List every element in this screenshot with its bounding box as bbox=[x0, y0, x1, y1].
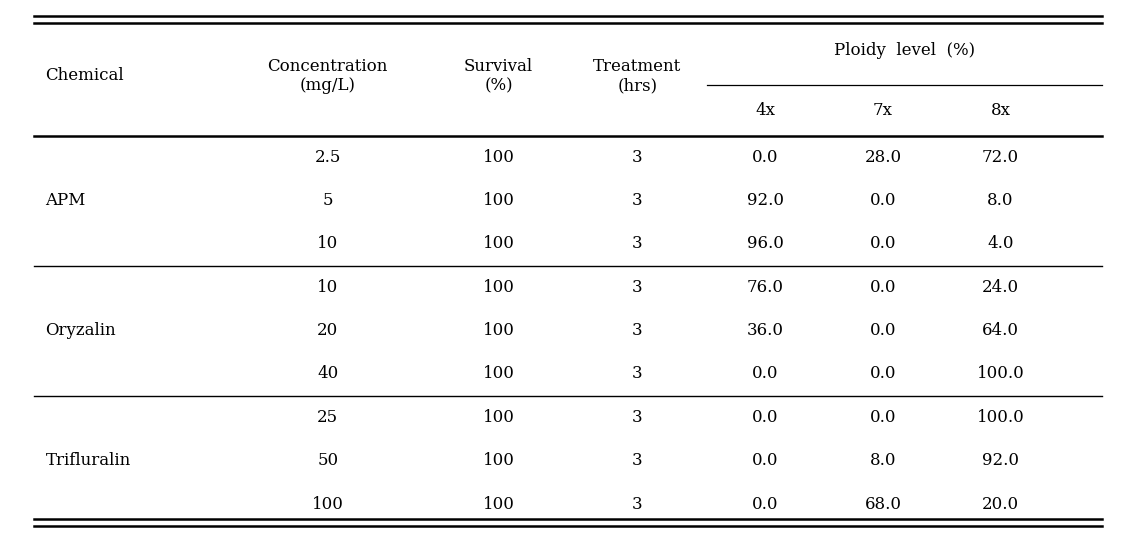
Text: 100.0: 100.0 bbox=[977, 365, 1025, 383]
Text: 50: 50 bbox=[317, 452, 339, 469]
Text: 28.0: 28.0 bbox=[864, 149, 902, 166]
Text: Survival
(%): Survival (%) bbox=[463, 57, 533, 94]
Text: Chemical: Chemical bbox=[45, 67, 124, 85]
Text: 8.0: 8.0 bbox=[870, 452, 896, 469]
Text: Treatment
(hrs): Treatment (hrs) bbox=[593, 57, 682, 94]
Text: 100: 100 bbox=[483, 235, 515, 253]
Text: 100: 100 bbox=[483, 322, 515, 339]
Text: 3: 3 bbox=[632, 235, 643, 253]
Text: 3: 3 bbox=[632, 452, 643, 469]
Text: 24.0: 24.0 bbox=[982, 279, 1019, 296]
Text: 100: 100 bbox=[483, 279, 515, 296]
Text: 5: 5 bbox=[323, 192, 333, 209]
Text: 92.0: 92.0 bbox=[747, 192, 784, 209]
Text: 0.0: 0.0 bbox=[870, 409, 896, 426]
Text: 0.0: 0.0 bbox=[752, 495, 779, 513]
Text: 36.0: 36.0 bbox=[747, 322, 784, 339]
Text: 100: 100 bbox=[483, 409, 515, 426]
Text: Concentration
(mg/L): Concentration (mg/L) bbox=[268, 57, 387, 94]
Text: 2.5: 2.5 bbox=[315, 149, 341, 166]
Text: 3: 3 bbox=[632, 365, 643, 383]
Text: 0.0: 0.0 bbox=[752, 452, 779, 469]
Text: 72.0: 72.0 bbox=[982, 149, 1019, 166]
Text: 92.0: 92.0 bbox=[982, 452, 1019, 469]
Text: 7x: 7x bbox=[872, 102, 893, 119]
Text: 10: 10 bbox=[317, 235, 339, 253]
Text: 20: 20 bbox=[317, 322, 339, 339]
Text: 64.0: 64.0 bbox=[982, 322, 1019, 339]
Text: 3: 3 bbox=[632, 495, 643, 513]
Text: 100: 100 bbox=[483, 452, 515, 469]
Text: 10: 10 bbox=[317, 279, 339, 296]
Text: Ploidy  level  (%): Ploidy level (%) bbox=[834, 42, 975, 59]
Text: 0.0: 0.0 bbox=[870, 235, 896, 253]
Text: 68.0: 68.0 bbox=[864, 495, 902, 513]
Text: 100: 100 bbox=[483, 365, 515, 383]
Text: Trifluralin: Trifluralin bbox=[45, 452, 131, 469]
Text: 3: 3 bbox=[632, 409, 643, 426]
Text: 3: 3 bbox=[632, 322, 643, 339]
Text: APM: APM bbox=[45, 192, 86, 209]
Text: 8.0: 8.0 bbox=[987, 192, 1013, 209]
Text: 0.0: 0.0 bbox=[752, 365, 779, 383]
Text: 100.0: 100.0 bbox=[977, 409, 1025, 426]
Text: 0.0: 0.0 bbox=[870, 279, 896, 296]
Text: 96.0: 96.0 bbox=[747, 235, 784, 253]
Text: 8x: 8x bbox=[991, 102, 1011, 119]
Text: Oryzalin: Oryzalin bbox=[45, 322, 116, 339]
Text: 0.0: 0.0 bbox=[870, 322, 896, 339]
Text: 20.0: 20.0 bbox=[982, 495, 1019, 513]
Text: 4.0: 4.0 bbox=[987, 235, 1013, 253]
Text: 0.0: 0.0 bbox=[870, 365, 896, 383]
Text: 0.0: 0.0 bbox=[752, 149, 779, 166]
Text: 0.0: 0.0 bbox=[870, 192, 896, 209]
Text: 100: 100 bbox=[483, 192, 515, 209]
Text: 100: 100 bbox=[483, 149, 515, 166]
Text: 25: 25 bbox=[317, 409, 339, 426]
Text: 0.0: 0.0 bbox=[752, 409, 779, 426]
Text: 3: 3 bbox=[632, 192, 643, 209]
Text: 3: 3 bbox=[632, 149, 643, 166]
Text: 100: 100 bbox=[483, 495, 515, 513]
Text: 3: 3 bbox=[632, 279, 643, 296]
Text: 40: 40 bbox=[317, 365, 339, 383]
Text: 100: 100 bbox=[311, 495, 344, 513]
Text: 76.0: 76.0 bbox=[747, 279, 784, 296]
Text: 4x: 4x bbox=[755, 102, 776, 119]
